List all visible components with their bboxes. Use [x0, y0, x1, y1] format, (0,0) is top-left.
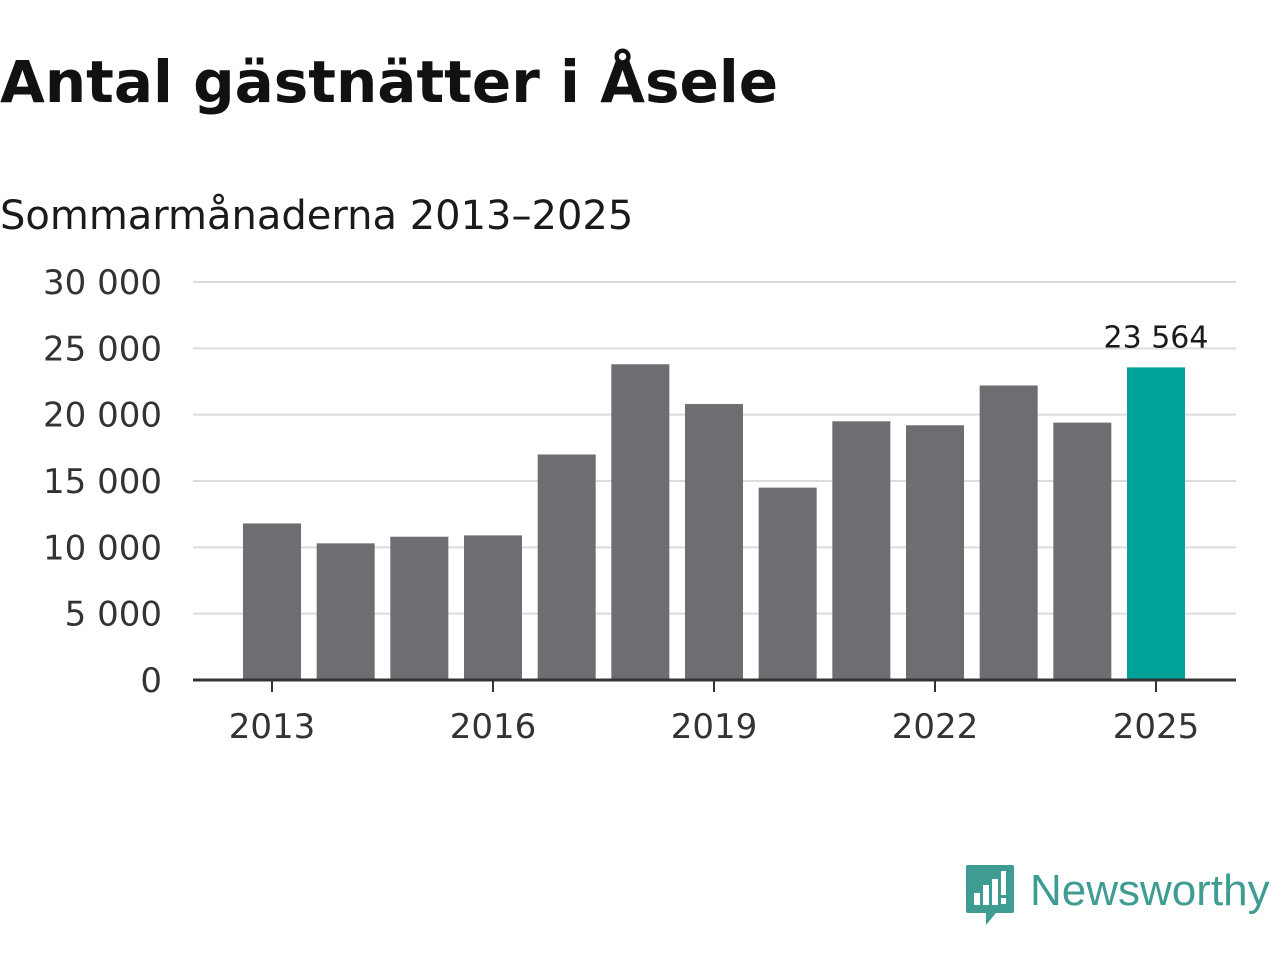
y-tick-label: 0	[140, 661, 162, 701]
x-axis-ticks: 2013 2016 2019 2022 2025	[229, 680, 1200, 747]
bar-2018	[611, 364, 670, 680]
bar-2016	[464, 535, 522, 680]
x-tick-label: 2025	[1113, 707, 1200, 747]
y-tick-label: 25 000	[43, 329, 162, 369]
chart-title: Antal gästnätter i Åsele	[0, 48, 779, 116]
bar-2017	[537, 454, 596, 680]
newsworthy-logo: Newsworthy	[964, 862, 1270, 928]
data-labels: 23 564	[1104, 320, 1209, 355]
bar-2023	[979, 385, 1038, 680]
bar-2025	[1127, 367, 1185, 680]
y-tick-label: 20 000	[43, 396, 162, 436]
y-tick-label: 30 000	[43, 263, 162, 303]
y-tick-label: 15 000	[43, 462, 162, 502]
bar-2022	[906, 425, 964, 680]
bar-2013	[243, 523, 301, 680]
bar-2015	[390, 536, 449, 680]
x-tick-label: 2022	[892, 707, 979, 747]
y-tick-label: 10 000	[43, 528, 162, 568]
bar-chart: 0 5 000 10 000 15 000 20 000 25 000 30 000 201…	[43, 263, 1236, 747]
bar-2024	[1053, 422, 1112, 680]
x-tick-label: 2013	[229, 707, 316, 747]
y-axis-ticks: 0 5 000 10 000 15 000 20 000 25 000 30 000	[43, 263, 162, 701]
bar-chart-speech-bubble-icon	[966, 865, 1014, 925]
bar-2014	[316, 543, 375, 680]
bars	[243, 364, 1185, 680]
logo-text: Newsworthy	[1030, 866, 1270, 915]
chart-subtitle: Sommarmånaderna 2013–2025	[0, 193, 634, 239]
x-tick-label: 2016	[450, 707, 537, 747]
y-tick-label: 5 000	[65, 595, 162, 635]
data-label: 23 564	[1104, 320, 1209, 355]
bar-2019	[685, 404, 743, 680]
x-tick-label: 2019	[671, 707, 758, 747]
bar-2021	[832, 421, 891, 680]
bar-2020	[758, 487, 817, 680]
